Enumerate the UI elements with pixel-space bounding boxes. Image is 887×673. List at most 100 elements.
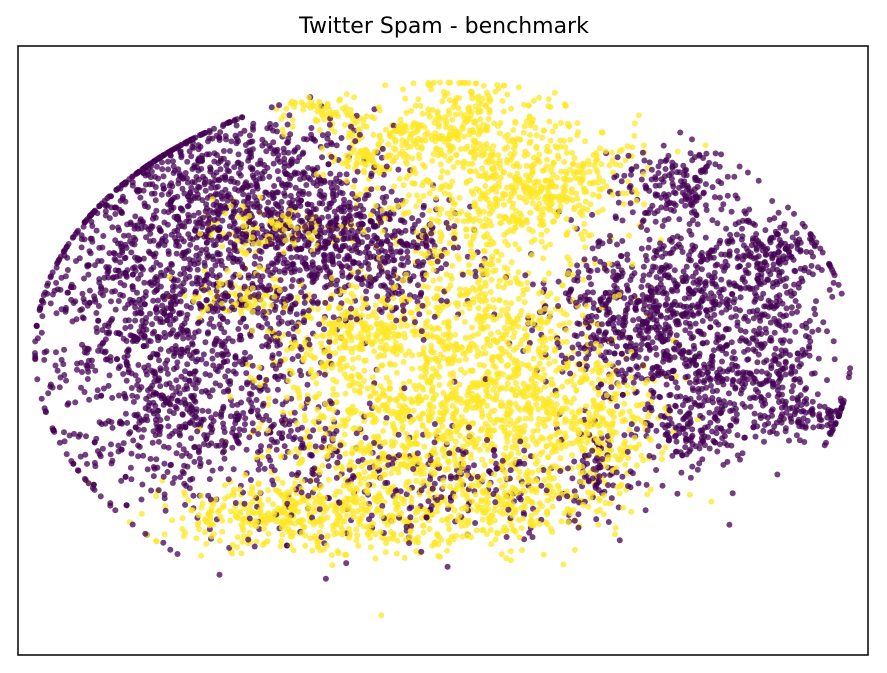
scatter-point (312, 499, 319, 506)
scatter-point (288, 254, 295, 261)
scatter-point (463, 407, 470, 414)
scatter-point (515, 474, 522, 481)
scatter-point (640, 362, 646, 369)
scatter-point (287, 427, 294, 434)
scatter-point (243, 370, 250, 377)
scatter-point (242, 415, 249, 422)
scatter-point (619, 190, 626, 197)
scatter-point (526, 226, 533, 233)
scatter-point (612, 531, 618, 538)
scatter-point (588, 380, 595, 387)
scatter-point (275, 314, 282, 321)
scatter-point (503, 534, 510, 540)
scatter-point (253, 538, 260, 545)
scatter-point (741, 315, 748, 322)
scatter-point (279, 126, 286, 133)
scatter-point (320, 171, 327, 178)
scatter-point (147, 338, 154, 345)
scatter-point (445, 521, 452, 527)
scatter-point (632, 187, 639, 194)
scatter-point (217, 465, 224, 472)
scatter-point (266, 173, 273, 180)
scatter-point (463, 178, 470, 185)
scatter-point (477, 116, 484, 123)
scatter-point (173, 450, 180, 457)
scatter-point (405, 192, 412, 199)
scatter-point (100, 385, 107, 392)
scatter-point (289, 123, 296, 130)
scatter-point (409, 365, 416, 372)
scatter-point (341, 431, 348, 438)
scatter-point (582, 138, 588, 145)
scatter-point (234, 401, 241, 408)
scatter-point (598, 161, 605, 168)
scatter-point (343, 177, 350, 184)
scatter-point (454, 253, 461, 259)
scatter-point (112, 288, 118, 295)
scatter-point (265, 496, 272, 503)
scatter-point (616, 383, 623, 390)
scatter-point (138, 323, 145, 330)
scatter-point (630, 379, 637, 386)
scatter-point (660, 358, 667, 365)
scatter-point (487, 342, 494, 349)
scatter-point (108, 298, 114, 305)
scatter-point (294, 212, 301, 219)
scatter-point (318, 522, 325, 529)
scatter-point (185, 231, 192, 238)
scatter-point (338, 180, 345, 187)
scatter-point (672, 202, 679, 209)
scatter-point (225, 351, 231, 358)
scatter-point (289, 277, 296, 283)
scatter-point (629, 144, 636, 151)
scatter-point (449, 116, 456, 123)
scatter-point (538, 482, 545, 489)
scatter-point (737, 294, 744, 301)
scatter-point (151, 190, 158, 197)
scatter-point (191, 444, 198, 451)
scatter-point (220, 420, 227, 427)
scatter-point (332, 350, 339, 357)
scatter-point (714, 331, 721, 338)
scatter-point (412, 517, 419, 524)
scatter-point (379, 503, 386, 509)
scatter-point (356, 389, 363, 396)
scatter-point (789, 395, 796, 402)
scatter-point (297, 436, 304, 443)
scatter-point (631, 120, 638, 127)
scatter-point (383, 193, 390, 200)
scatter-point (741, 434, 748, 441)
scatter-point (588, 281, 594, 288)
scatter-point (776, 236, 783, 243)
scatter-point (747, 403, 754, 410)
scatter-point (361, 378, 368, 384)
scatter-point (761, 438, 767, 445)
scatter-point (479, 516, 486, 523)
scatter-point (130, 437, 137, 444)
scatter-point (496, 130, 503, 137)
scatter-point (296, 267, 303, 274)
scatter-point (385, 141, 392, 148)
scatter-point (138, 496, 145, 503)
scatter-point (242, 421, 248, 428)
scatter-point (267, 120, 273, 127)
scatter-point (367, 544, 374, 551)
scatter-point (304, 428, 311, 435)
scatter-point (477, 145, 483, 152)
scatter-point (379, 228, 386, 235)
scatter-point (599, 240, 606, 247)
scatter-point (775, 370, 782, 377)
scatter-point (325, 476, 332, 483)
scatter-point (687, 446, 694, 453)
scatter-point (281, 443, 288, 450)
scatter-point (204, 330, 211, 337)
scatter-point (253, 397, 260, 403)
scatter-point (434, 285, 440, 292)
scatter-point (333, 391, 340, 398)
scatter-point (316, 426, 323, 433)
scatter-point (605, 482, 612, 489)
scatter-point (246, 132, 253, 139)
scatter-point (517, 496, 524, 503)
scatter-point (374, 185, 381, 192)
scatter-point (160, 173, 167, 180)
